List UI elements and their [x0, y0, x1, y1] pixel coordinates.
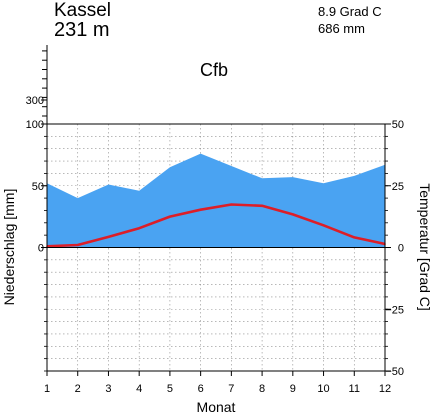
- left-tick-label: 0: [38, 243, 44, 255]
- x-tick-label: 9: [290, 383, 296, 395]
- right-tick-label: 0: [398, 243, 404, 255]
- temperature-point: [138, 227, 140, 230]
- station-elevation: 231 m: [54, 19, 110, 41]
- temperature-point: [353, 236, 356, 239]
- right-tick-label: 50: [392, 119, 404, 131]
- x-tick-label: 6: [198, 383, 204, 395]
- temperature-point: [292, 213, 294, 216]
- x-tick-label: 10: [317, 383, 329, 395]
- precipitation-area: [47, 153, 385, 248]
- temperature-point: [169, 215, 171, 218]
- chart-axes: [46, 45, 386, 372]
- temperature-point: [76, 244, 79, 246]
- left-tick-label: 100: [26, 119, 44, 131]
- temperature-point: [230, 203, 233, 206]
- x-tick-label: 11: [349, 383, 360, 395]
- x-tick-label: 5: [167, 383, 173, 395]
- annual-precipitation: 686 mm: [318, 21, 365, 36]
- left-tick-label: 50: [32, 181, 44, 193]
- left-tick-label: 300: [26, 95, 44, 107]
- temperature-point: [261, 204, 263, 207]
- x-tick-label: 7: [228, 383, 234, 395]
- station-name: Kassel: [54, 0, 112, 21]
- x-tick-label: 4: [136, 383, 142, 395]
- x-tick-label: 8: [259, 383, 265, 395]
- mean-temperature: 8.9 Grad C: [318, 4, 382, 19]
- x-tick-label: 3: [105, 383, 111, 395]
- climate-class: Cfb: [200, 60, 229, 80]
- temperature-line: [46, 203, 386, 248]
- x-tick-label: 12: [379, 383, 391, 395]
- x-axis-label: Monat: [197, 399, 236, 415]
- x-tick-label: 2: [75, 383, 81, 395]
- y-axis-left-label: Niederschlag [mm]: [1, 189, 17, 306]
- right-tick-label: −50: [385, 366, 404, 378]
- temperature-point: [199, 208, 202, 211]
- temperature-point: [107, 236, 110, 238]
- x-tick-label: 1: [44, 383, 50, 395]
- precipitation-area-layer: [47, 153, 385, 248]
- y-axis-right-label: Temperatur [Grad C]: [417, 183, 433, 311]
- temperature-point: [322, 224, 325, 227]
- right-tick-label: 25: [392, 181, 404, 193]
- right-tick-label: −25: [385, 304, 404, 316]
